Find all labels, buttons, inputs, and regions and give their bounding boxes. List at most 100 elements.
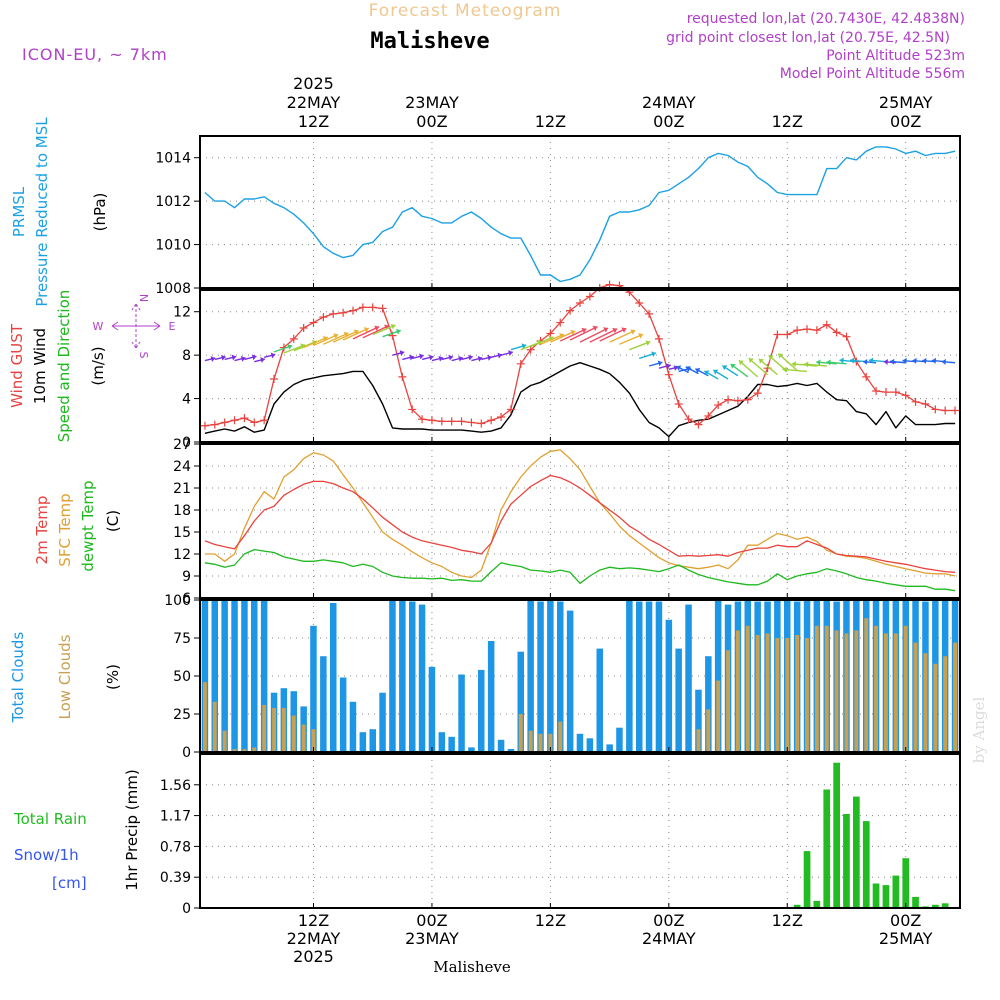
pressure-line — [204, 146, 956, 283]
gust-point — [319, 313, 328, 322]
pressure-unit: (hPa) — [91, 193, 109, 232]
total-cloud-bar — [695, 689, 702, 752]
wind-arrow-head — [883, 359, 888, 366]
wind-direction-arrow — [748, 357, 768, 376]
gust-point — [457, 417, 466, 426]
time-label-top: 12Z — [772, 112, 803, 131]
total-cloud-bar — [339, 677, 347, 752]
y-tick-label: 12 — [173, 305, 191, 321]
low-cloud-bar — [252, 747, 257, 752]
low-cloud-bar — [933, 663, 938, 752]
wind-direction-arrow — [540, 333, 565, 345]
total-cloud-bar — [418, 604, 426, 752]
total-cloud-bar — [655, 601, 663, 752]
wind-direction-arrow — [313, 333, 339, 347]
rain-bar — [803, 851, 811, 908]
wind-direction-arrow — [323, 332, 349, 345]
grid-point-coords: grid point closest lon,lat (20.75E, 42.5… — [666, 30, 950, 46]
total-cloud-bar — [399, 600, 406, 752]
gust-point — [704, 411, 713, 420]
y-tick-label: 50 — [173, 669, 191, 685]
gust-point — [664, 370, 673, 379]
y-tick-label: 4 — [182, 392, 191, 408]
total-cloud-bar — [241, 600, 248, 752]
y-tick-label: 100 — [164, 593, 191, 609]
wind-arrow-head — [221, 354, 226, 361]
gust-point — [566, 306, 575, 315]
compass-w: W — [93, 320, 104, 333]
wind-arrow-head — [300, 343, 306, 349]
wind-arrow-head — [428, 354, 434, 361]
total-cloud-bar — [705, 656, 712, 752]
gust-point — [289, 334, 298, 343]
gust-point — [783, 330, 792, 339]
low-cloud-bar — [301, 724, 306, 752]
gust-point — [822, 320, 831, 329]
gust-point — [270, 375, 279, 384]
wind10-line — [204, 362, 956, 438]
total-cloud-bar — [428, 666, 436, 752]
wind-arrow-head — [673, 365, 679, 371]
wind-arrow-head — [487, 354, 492, 361]
wind-arrow-head — [468, 354, 473, 361]
gust-point — [378, 304, 387, 313]
rain-bar — [843, 814, 850, 908]
wind-arrow-head — [791, 361, 796, 368]
low-cloud-bar — [716, 680, 721, 752]
low-cloud-bar — [755, 635, 760, 752]
wind-arrow-head — [621, 327, 627, 333]
gust-point — [309, 318, 318, 327]
y-tick-label: 75 — [173, 631, 191, 647]
time-label-bottom: 25MAY — [879, 929, 933, 948]
time-label-top: 00Z — [653, 112, 684, 131]
low-cloud-bar — [528, 730, 533, 752]
gust-point — [901, 391, 910, 400]
low-cloud-bar — [291, 715, 296, 752]
low-cloud-bar — [834, 630, 839, 752]
snow-label: Snow/1h — [14, 846, 79, 864]
sfc-temp-label: SFC Temp — [56, 493, 74, 566]
low-cloud-bar — [903, 625, 908, 752]
time-label-bottom: 00Z — [653, 911, 684, 930]
time-label-top: 00Z — [416, 112, 447, 131]
gust-point — [487, 416, 496, 425]
low-cloud-bar — [854, 630, 859, 752]
wind-arrow-head — [839, 357, 844, 364]
gust-point — [842, 332, 851, 341]
wind-arrow-head — [399, 350, 405, 356]
time-label-top: 2025 — [293, 74, 334, 93]
gust-point — [862, 372, 871, 381]
dewpoint-line — [204, 548, 956, 592]
y-tick-label: 1008 — [155, 281, 191, 297]
total-cloud-bar — [527, 600, 534, 752]
precip-axis-label: 1hr Precip (mm) — [123, 769, 141, 890]
gust-point — [891, 388, 900, 397]
total-cloud-bar — [369, 729, 376, 752]
wind-arrow-head — [630, 329, 636, 335]
gust-point — [812, 326, 821, 335]
wind-arrow-head — [287, 344, 293, 350]
gust-point — [467, 418, 476, 427]
wind-arrow-head — [651, 351, 656, 358]
rain-bar — [793, 904, 801, 908]
low-cloud-bar — [558, 721, 563, 752]
requested-coords: requested lon,lat (20.7430E, 42.4838N) — [687, 11, 965, 27]
total-cloud-bar — [251, 600, 258, 752]
y-tick-label: 6 — [182, 591, 191, 607]
footer-location: Malisheve — [433, 958, 511, 976]
gust-point — [408, 405, 417, 414]
rain-label: Total Rain — [13, 810, 87, 828]
total-cloud-bar — [616, 727, 623, 752]
total-cloud-bar — [557, 601, 564, 752]
total-cloud-bar — [636, 601, 643, 752]
time-label-bottom: 12Z — [772, 911, 803, 930]
wind-arrow-head — [869, 357, 874, 364]
y-tick-label: 24 — [173, 459, 191, 475]
compass-e: E — [169, 320, 176, 333]
wind-arrow-head — [685, 366, 691, 372]
wind-arrow-head — [210, 356, 216, 362]
wind-arrow-head — [353, 329, 359, 335]
y-tick-label: 1.56 — [160, 778, 191, 794]
time-label-top: 12Z — [535, 112, 566, 131]
